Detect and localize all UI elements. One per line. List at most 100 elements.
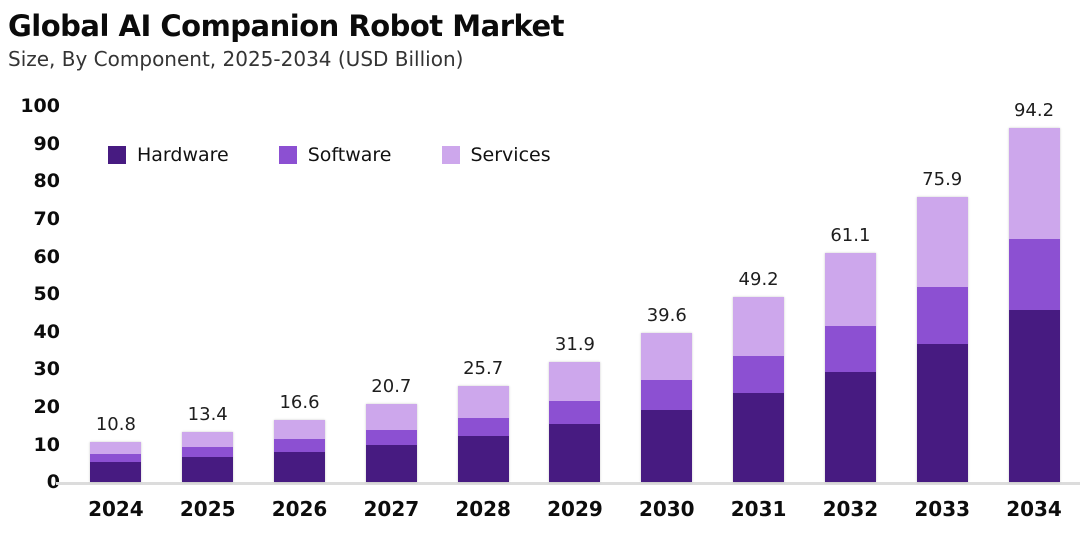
bar-stack-2025: [182, 431, 234, 483]
segment-hardware-2031: [733, 393, 785, 483]
segment-hardware-2030: [641, 409, 693, 483]
y-tick-label: 0: [46, 471, 60, 494]
services-swatch-icon: [441, 146, 460, 165]
y-tick-label: 100: [20, 95, 60, 118]
stacked-bar-chart: 100 90 80 70 60 50 40 30 20 10 0 Hardware Software…: [8, 95, 1080, 521]
legend-item-services: Services: [441, 144, 551, 167]
segment-hardware-2026: [274, 452, 326, 483]
y-tick-label: 10: [33, 433, 60, 456]
x-tick-label: 2029: [547, 497, 603, 522]
bar-group-2034: 94.2: [988, 102, 1080, 483]
x-tick-label: 2024: [88, 497, 144, 522]
x-tick-label: 2034: [1006, 497, 1062, 522]
x-tick-label: 2025: [179, 497, 236, 522]
segment-software-2028: [457, 417, 509, 437]
bar-total-label: 10.8: [95, 413, 136, 435]
segment-software-2027: [365, 429, 417, 446]
bar-total-label: 20.7: [371, 376, 412, 398]
bar-group-2026: 16.6: [254, 106, 346, 483]
y-tick-label: 90: [33, 132, 60, 155]
segment-services-2034: [1008, 128, 1060, 240]
y-tick-label: 40: [33, 320, 60, 343]
bar-stack-2024: [90, 441, 142, 483]
x-tick-label: 2026: [271, 497, 328, 522]
segment-software-2026: [274, 439, 326, 453]
segment-services-2027: [365, 404, 417, 430]
x-tick-label: 2030: [638, 497, 695, 522]
y-tick-label: 30: [33, 358, 60, 381]
bar-stack-2026: [274, 419, 326, 483]
x-tick-label: 2028: [455, 497, 511, 522]
bar-stack-2029: [549, 362, 601, 483]
y-tick-label: 70: [33, 208, 60, 231]
bar-total-label: 61.1: [830, 224, 871, 246]
bar-group-2025: 13.4: [162, 106, 254, 483]
segment-software-2030: [641, 380, 693, 410]
segment-services-2030: [641, 333, 693, 381]
x-tick-label: 2033: [914, 497, 971, 522]
bar-total-label: 31.9: [554, 334, 595, 356]
bar-stack-2031: [733, 297, 785, 483]
segment-hardware-2025: [182, 457, 234, 483]
bar-stack-2033: [916, 196, 968, 483]
y-axis: 100 90 80 70 60 50 40 30 20 10 0: [8, 95, 70, 493]
software-swatch-icon: [278, 146, 297, 165]
segment-software-2024: [90, 453, 142, 462]
bar-group-2027: 20.7: [345, 106, 437, 483]
bars-container: 10.8 13.4 16.6 20.7 25.7 31.9 39.6 49.2 61.1 75.9…: [70, 102, 1080, 483]
bar-group-2033: 75.9: [896, 106, 988, 483]
segment-hardware-2033: [916, 344, 968, 483]
segment-hardware-2024: [90, 461, 142, 483]
segment-services-2028: [457, 385, 509, 418]
legend-item-software: Software: [278, 144, 392, 167]
legend-item-hardware: Hardware: [108, 144, 229, 166]
segment-software-2034: [1008, 239, 1060, 311]
segment-hardware-2034: [1008, 310, 1060, 483]
bar-stack-2034: [1008, 128, 1060, 483]
bar-group-2030: 39.6: [621, 106, 713, 483]
bar-stack-2030: [641, 333, 693, 483]
y-tick-label: 50: [33, 283, 60, 306]
bar-group-2024: 10.8: [70, 106, 162, 483]
bar-stack-2027: [365, 404, 417, 483]
segment-software-2025: [182, 447, 234, 458]
bar-total-label: 13.4: [187, 403, 228, 425]
bar-group-2029: 31.9: [529, 106, 621, 483]
segment-hardware-2027: [365, 445, 417, 483]
legend-label-services: Services: [470, 144, 551, 167]
x-tick-label: 2027: [363, 497, 420, 522]
bar-total-label: 94.2: [1013, 100, 1055, 122]
bar-total-label: 49.2: [738, 269, 779, 291]
legend-label-software: Software: [307, 144, 392, 167]
plot-area: Hardware Software Services 10.8 13.4 16.6 2…: [56, 102, 1080, 486]
x-tick-label: 2031: [730, 497, 787, 522]
segment-services-2032: [824, 252, 876, 326]
segment-hardware-2028: [457, 436, 509, 483]
y-tick-label: 20: [33, 396, 60, 419]
segment-services-2031: [733, 297, 785, 356]
legend-label-hardware: Hardware: [137, 144, 229, 167]
y-tick-label: 60: [33, 245, 60, 268]
chart-subtitle: Size, By Component, 2025-2034 (USD Billi…: [8, 47, 464, 72]
segment-software-2032: [824, 325, 876, 372]
x-tick-label: 2032: [822, 497, 879, 522]
bar-group-2032: 61.1: [805, 106, 897, 483]
segment-services-2033: [916, 196, 968, 288]
bar-total-label: 16.6: [279, 391, 320, 413]
bar-group-2031: 49.2: [713, 106, 805, 483]
segment-software-2029: [549, 401, 601, 425]
bar-total-label: 39.6: [646, 305, 687, 327]
y-tick-label: 80: [33, 170, 60, 193]
segment-hardware-2029: [549, 424, 601, 483]
chart-title: Global AI Companion Robot Market: [8, 9, 565, 43]
legend: Hardware Software Services: [108, 144, 551, 166]
segment-software-2031: [733, 355, 785, 394]
segment-hardware-2032: [824, 371, 876, 483]
segment-services-2026: [274, 419, 326, 440]
segment-services-2025: [182, 431, 234, 448]
x-axis-labels: 2024 2025 2026 2027 2028 2029 2030 2031 2032 2033…: [56, 497, 1080, 521]
bar-total-label: 25.7: [463, 357, 504, 379]
segment-services-2029: [549, 362, 601, 402]
plot-column: Hardware Software Services 10.8 13.4 16.6 2…: [56, 102, 1080, 521]
